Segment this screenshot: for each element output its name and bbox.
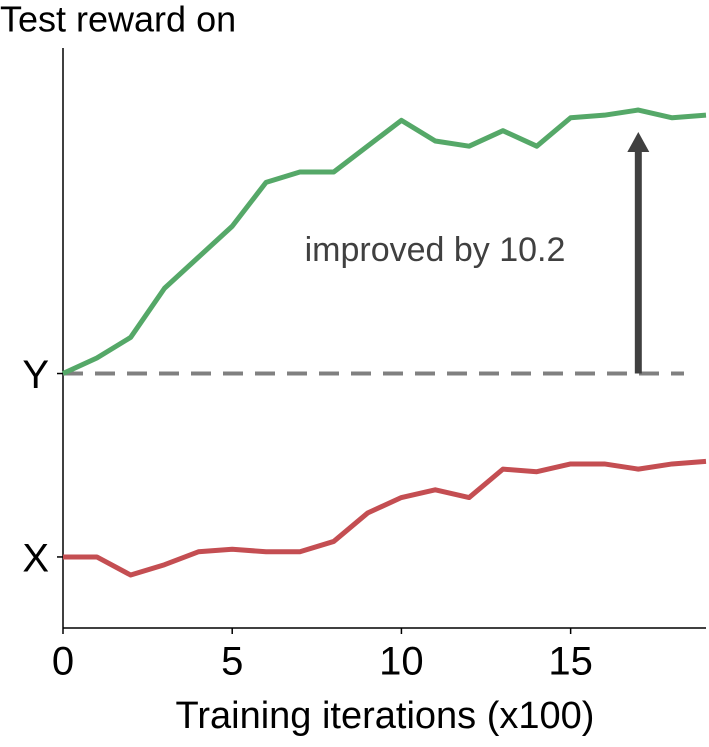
- series-line: [63, 458, 707, 578]
- series-line: [61, 107, 707, 376]
- chart-title: Test reward on: [0, 0, 236, 40]
- arrow-head: [627, 132, 650, 153]
- annotation: improved by 10.2: [305, 231, 566, 269]
- x-tick-label: 10: [379, 640, 424, 684]
- x-axis-label: Training iterations (x100): [176, 695, 595, 737]
- x-tick-label: 15: [548, 640, 593, 684]
- improvement-arrow: [627, 132, 650, 374]
- x-tick-label: 5: [221, 640, 243, 684]
- y-tick-label: X: [22, 537, 49, 581]
- x-tick-label: 0: [52, 640, 74, 684]
- y-tick-label: Y: [22, 353, 49, 397]
